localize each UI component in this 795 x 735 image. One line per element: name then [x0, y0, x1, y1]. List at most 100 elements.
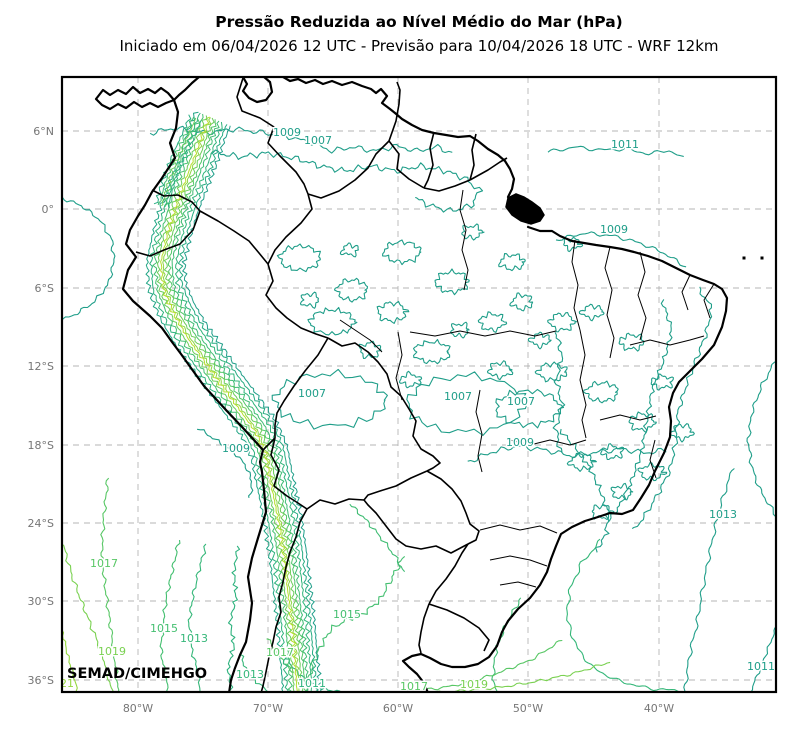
contour-value-label: 1013: [236, 668, 264, 681]
contour-1007: [563, 236, 584, 253]
contour-1021: [63, 630, 78, 691]
country-border: [270, 437, 308, 510]
lat-tick-label: 6°N: [33, 125, 54, 138]
island-dot: [742, 256, 746, 260]
contour-value-label: 1019: [98, 645, 126, 658]
state-border: [489, 555, 548, 567]
contour-value-label: 1011: [611, 138, 639, 151]
contour-1007: [607, 299, 673, 523]
state-border: [599, 414, 657, 421]
contour-1007: [211, 149, 484, 213]
country-border: [260, 508, 308, 691]
country-border: [236, 78, 309, 195]
contour-1007: [498, 253, 526, 272]
grid-lines: [62, 77, 776, 692]
lon-tick-label: 50°W: [513, 702, 543, 715]
lat-tick-label: 36°S: [28, 674, 54, 687]
andes-contour-line: [167, 119, 307, 691]
contour-1007: [547, 312, 578, 333]
state-border: [509, 439, 587, 446]
contour-1007: [509, 292, 534, 312]
andes-contour-line: [152, 113, 293, 691]
contour-1011: [751, 627, 775, 691]
country-border: [327, 337, 441, 472]
coastline: [94, 85, 176, 111]
axis-tick-labels: 6°N 0° 6°S 12°S 18°S 24°S 30°S 36°S 80°W 70°W 60°W…: [28, 125, 675, 715]
contour-value-label: 1017: [266, 646, 294, 659]
contour-1007: [637, 461, 668, 482]
contour-1007: [339, 242, 359, 258]
country-border: [199, 210, 269, 265]
coastline: [401, 225, 729, 691]
contour-value-label: 1009: [600, 223, 628, 236]
state-border: [479, 524, 558, 534]
contour-1015: [305, 555, 406, 691]
contour-1013: [683, 468, 735, 691]
contour-1007: [477, 311, 508, 333]
country-border: [469, 157, 508, 181]
contour-value-label: 1007: [507, 395, 535, 408]
contour-1007: [276, 243, 321, 273]
country-border: [388, 81, 401, 142]
state-border: [409, 330, 557, 337]
lon-tick-label: 60°W: [383, 702, 413, 715]
andes-contour-line: [156, 115, 295, 691]
contour-1007: [618, 332, 645, 352]
contour-1007: [358, 340, 382, 359]
andes-contour-line: [162, 117, 300, 691]
andes-contour-line: [157, 116, 195, 206]
lat-tick-label: 0°: [42, 203, 55, 216]
contour-1007: [271, 368, 388, 430]
country-border: [151, 189, 201, 212]
contour-1015: [159, 540, 181, 691]
country-border: [267, 193, 313, 265]
river-delta-island: [505, 193, 545, 225]
contour-1007: [450, 321, 470, 339]
contour-1007: [591, 504, 615, 520]
contour-value-label: 1013: [709, 508, 737, 521]
contour-1007: [399, 370, 423, 389]
lon-tick-label: 40°W: [644, 702, 674, 715]
country-border: [363, 470, 428, 501]
coastline: [172, 78, 200, 102]
state-border: [604, 246, 615, 359]
country-border: [469, 133, 477, 181]
contour-1019: [63, 544, 114, 691]
state-border: [475, 389, 483, 473]
map-frame: [60, 75, 778, 694]
contour-value-label: 1017: [90, 557, 118, 570]
coastline: [121, 98, 268, 691]
contour-value-label: 1011: [747, 660, 775, 673]
andes-contour-line: [174, 121, 314, 691]
contour-1013: [566, 538, 679, 691]
contour-value-label: 1009: [273, 126, 301, 139]
andes-contour-band: [145, 111, 322, 691]
state-border: [579, 329, 587, 439]
andes-contour-line: [163, 117, 304, 691]
country-border: [428, 603, 490, 652]
state-border: [629, 335, 705, 346]
contour-value-label: 1013: [180, 632, 208, 645]
contour-value-label: 1017: [400, 680, 428, 693]
contour-1011: [63, 197, 116, 321]
contour-1007: [461, 223, 485, 241]
pressure-contours: [63, 125, 775, 691]
state-border: [339, 319, 383, 353]
country-border: [426, 470, 480, 545]
contour-1007: [534, 361, 568, 383]
andes-contour-line: [160, 116, 298, 691]
country-border: [274, 337, 329, 438]
credit-watermark: SEMAD/CIMEHGO: [67, 666, 207, 682]
state-border: [637, 251, 647, 341]
contour-value-label: 1007: [298, 387, 326, 400]
lat-tick-label: 12°S: [28, 360, 54, 373]
country-border: [363, 499, 469, 554]
contour-value-label: 1015: [150, 622, 178, 635]
contour-1009: [559, 428, 611, 553]
contour-value-label: 1011: [298, 677, 326, 690]
andes-contour-line: [167, 120, 202, 209]
country-border: [423, 179, 471, 192]
contour-1007: [578, 303, 605, 322]
